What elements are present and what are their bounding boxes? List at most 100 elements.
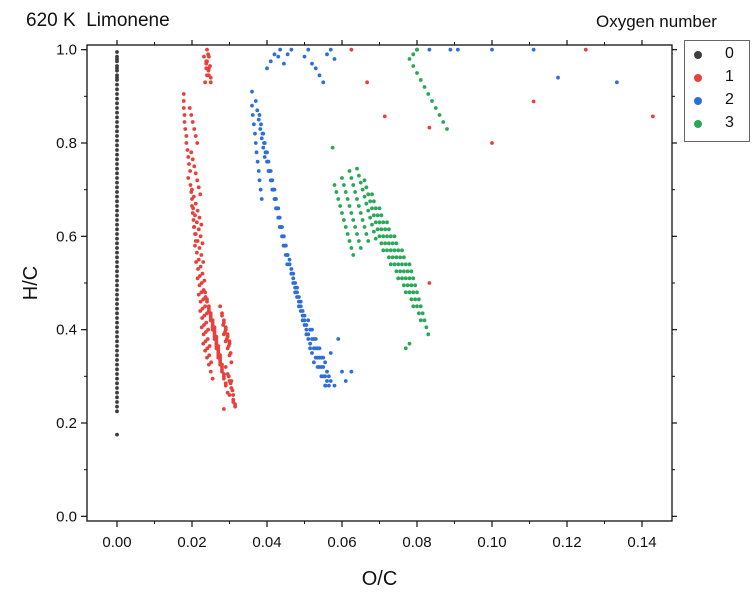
data-point-o1 xyxy=(203,348,208,353)
data-point-o3 xyxy=(371,199,376,204)
data-point-o1 xyxy=(193,134,198,138)
data-point-o1 xyxy=(187,106,192,110)
x-tick-label: 0.02 xyxy=(177,534,206,551)
data-point-o3 xyxy=(358,246,363,250)
data-point-o2 xyxy=(310,61,314,66)
x-axis-label: O/C xyxy=(362,568,398,590)
data-point-o0 xyxy=(115,110,119,115)
data-point-o2 xyxy=(256,169,261,173)
data-point-o1 xyxy=(195,276,200,281)
x-tick-label: 0.08 xyxy=(402,534,431,551)
data-point-o2 xyxy=(276,54,281,59)
legend-marker xyxy=(694,120,702,128)
data-point-o2 xyxy=(253,141,258,145)
data-point-o3 xyxy=(400,248,404,253)
y-axis-label: H/C xyxy=(20,266,42,300)
data-point-o2 xyxy=(614,80,619,85)
series-2 xyxy=(250,47,619,388)
data-point-o2 xyxy=(302,54,307,59)
data-point-o1 xyxy=(193,232,198,236)
data-point-o0 xyxy=(115,232,119,236)
data-point-o1 xyxy=(199,222,204,227)
data-point-o1 xyxy=(190,120,195,124)
data-point-o2 xyxy=(298,304,303,309)
data-point-o0 xyxy=(115,344,119,348)
legend-label: 0 xyxy=(725,45,734,62)
data-point-o1 xyxy=(231,393,236,397)
data-point-o3 xyxy=(345,232,350,236)
data-point-o1 xyxy=(200,241,205,246)
data-point-o0 xyxy=(115,432,119,437)
data-point-o2 xyxy=(306,332,311,337)
data-point-o1 xyxy=(227,353,232,358)
data-point-o3 xyxy=(400,276,404,281)
data-point-o1 xyxy=(206,54,211,59)
data-point-o3 xyxy=(351,253,356,257)
data-point-o2 xyxy=(328,47,333,52)
data-point-o2 xyxy=(268,169,273,173)
data-point-o1 xyxy=(197,283,202,288)
data-point-o1 xyxy=(427,125,432,130)
data-point-o2 xyxy=(490,47,494,52)
data-point-o3 xyxy=(379,227,384,232)
data-point-o1 xyxy=(194,260,199,264)
data-point-o2 xyxy=(328,379,333,383)
data-point-o1 xyxy=(231,400,236,404)
data-point-o2 xyxy=(332,383,337,388)
data-point-o3 xyxy=(356,204,361,208)
data-point-o1 xyxy=(198,234,203,239)
data-point-o3 xyxy=(347,204,352,208)
data-point-o1 xyxy=(202,278,207,283)
x-tick-label: 0.00 xyxy=(102,534,131,551)
data-point-o3 xyxy=(392,262,397,267)
data-point-o1 xyxy=(223,383,228,388)
data-point-o3 xyxy=(355,197,359,201)
data-point-o2 xyxy=(306,318,311,323)
data-point-o0 xyxy=(115,185,119,190)
data-point-o1 xyxy=(196,227,201,232)
data-point-o1 xyxy=(204,59,209,64)
data-point-o2 xyxy=(256,117,261,122)
data-point-o2 xyxy=(257,178,262,183)
data-point-o3 xyxy=(349,176,354,180)
data-point-o2 xyxy=(259,197,264,201)
data-point-o3 xyxy=(418,318,423,323)
data-point-o2 xyxy=(255,159,260,164)
data-point-o1 xyxy=(220,369,224,374)
data-point-o2 xyxy=(323,383,328,388)
data-point-o3 xyxy=(398,255,403,260)
series-3 xyxy=(330,47,449,351)
data-point-o1 xyxy=(214,346,219,351)
data-point-o1 xyxy=(230,388,235,393)
data-point-o1 xyxy=(221,376,226,381)
data-point-o2 xyxy=(326,383,331,388)
data-point-o0 xyxy=(115,152,119,157)
data-point-o3 xyxy=(396,248,401,253)
data-point-o3 xyxy=(396,262,401,267)
data-point-o1 xyxy=(195,208,200,213)
data-point-o0 xyxy=(115,120,119,124)
data-point-o0 xyxy=(115,115,119,120)
data-point-o2 xyxy=(285,253,290,257)
data-point-o1 xyxy=(203,290,208,295)
data-point-o3 xyxy=(366,208,371,213)
chart-title: 620 K Limonene xyxy=(26,10,170,31)
data-point-o2 xyxy=(259,122,263,127)
data-point-o0 xyxy=(115,227,119,232)
data-point-o3 xyxy=(386,255,391,260)
data-point-o3 xyxy=(370,192,374,197)
data-point-o1 xyxy=(199,253,204,257)
data-point-o0 xyxy=(115,82,119,87)
data-point-o1 xyxy=(220,313,224,318)
data-point-o0 xyxy=(115,297,119,302)
data-point-o2 xyxy=(287,257,292,262)
data-point-o3 xyxy=(360,187,365,192)
data-point-o2 xyxy=(289,47,294,52)
legend-label: 3 xyxy=(725,114,734,131)
data-point-o0 xyxy=(115,264,119,269)
data-point-o0 xyxy=(115,246,119,250)
data-point-o3 xyxy=(364,185,369,190)
data-point-o2 xyxy=(343,379,348,383)
data-point-o3 xyxy=(381,248,386,253)
